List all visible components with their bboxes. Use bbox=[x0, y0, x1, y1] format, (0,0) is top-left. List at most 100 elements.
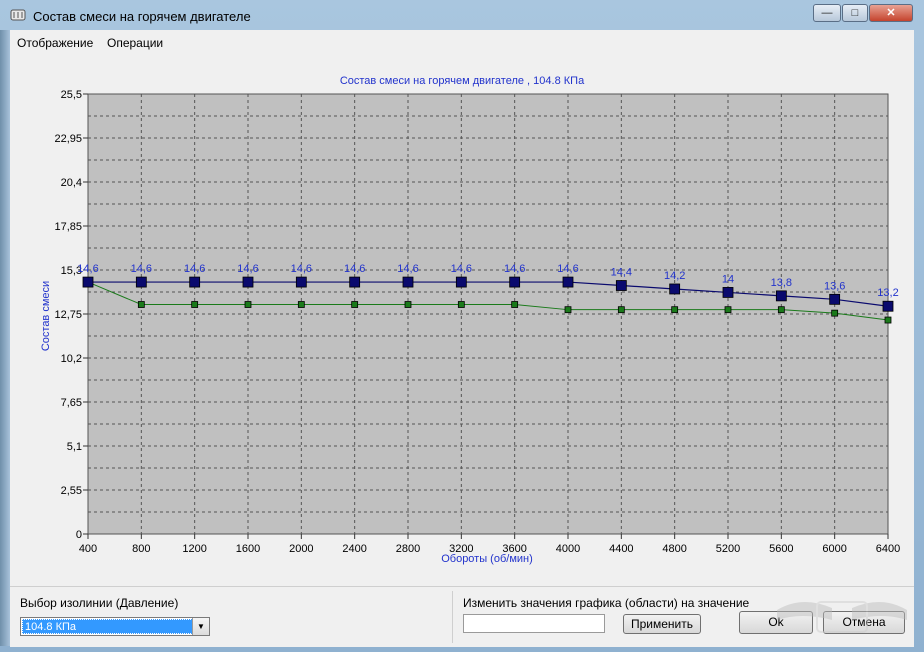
series-1-point[interactable] bbox=[135, 276, 147, 288]
data-label: 14,6 bbox=[557, 263, 578, 275]
desktop-edge bbox=[0, 30, 10, 646]
y-tick-label: 10,2 bbox=[61, 353, 82, 365]
menu-bar: Отображение Операции bbox=[10, 30, 914, 54]
minimize-button[interactable]: — bbox=[813, 4, 841, 22]
series-2-point[interactable] bbox=[564, 306, 572, 314]
data-label: 14,6 bbox=[291, 263, 312, 275]
isoline-label: Выбор изолинии (Давление) bbox=[20, 596, 179, 610]
series-2-point[interactable] bbox=[351, 301, 359, 308]
data-label: 14,4 bbox=[611, 267, 632, 279]
series-2-point[interactable] bbox=[457, 301, 465, 308]
data-label: 13,6 bbox=[824, 280, 845, 292]
data-label: 14,6 bbox=[77, 263, 98, 275]
gear-icon bbox=[10, 9, 26, 21]
data-label: 13,2 bbox=[877, 287, 898, 299]
x-tick-label: 4000 bbox=[556, 543, 580, 555]
y-tick-label: 25,5 bbox=[61, 89, 82, 101]
x-tick-label: 5600 bbox=[769, 543, 793, 555]
y-tick-label: 17,85 bbox=[54, 221, 82, 233]
series-2-point[interactable] bbox=[884, 316, 892, 324]
x-tick-label: 4800 bbox=[662, 543, 686, 555]
series-1-point[interactable] bbox=[562, 276, 574, 288]
x-tick-label: 3200 bbox=[449, 543, 473, 555]
series-1-point[interactable] bbox=[402, 276, 414, 288]
series-1-point[interactable] bbox=[349, 276, 361, 288]
series-1-point[interactable] bbox=[189, 276, 201, 288]
series-2-point[interactable] bbox=[617, 306, 625, 314]
series-2-point[interactable] bbox=[777, 306, 785, 314]
line-chart[interactable]: Состав смеси на горячем двигателе , 104.… bbox=[10, 56, 914, 586]
data-label: 14 bbox=[722, 273, 734, 285]
y-axis-ticks: 0 2,55 5,1 7,65 10,2 12,75 15,3 17,85 20,4 22,95 2… bbox=[54, 89, 88, 541]
series-2-point[interactable] bbox=[511, 301, 519, 308]
data-label: 14,6 bbox=[504, 263, 525, 275]
isoline-select[interactable]: 104.8 КПа ▼ bbox=[20, 617, 210, 636]
chart-area: Состав смеси на горячем двигателе , 104.… bbox=[10, 56, 914, 616]
x-axis-label: Обороты (об/мин) bbox=[441, 553, 533, 565]
grid bbox=[88, 94, 888, 534]
y-tick-label: 20,4 bbox=[61, 177, 82, 189]
apply-button[interactable]: Применить bbox=[623, 614, 701, 634]
x-tick-label: 2000 bbox=[289, 543, 313, 555]
chevron-down-icon[interactable]: ▼ bbox=[192, 618, 209, 635]
divider bbox=[452, 591, 453, 643]
x-tick-label: 4400 bbox=[609, 543, 633, 555]
series-1-point[interactable] bbox=[722, 287, 734, 298]
series-2-point[interactable] bbox=[191, 301, 199, 308]
data-label: 14,6 bbox=[451, 263, 472, 275]
series-1-point[interactable] bbox=[775, 290, 787, 302]
series-group: 14,6 14,6 14,6 14,6 14,6 14,6 14,6 14,6 14,6 14,6… bbox=[77, 263, 899, 324]
ok-button[interactable]: Ok bbox=[739, 611, 813, 634]
x-tick-label: 2800 bbox=[396, 543, 420, 555]
menu-display[interactable]: Отображение bbox=[17, 36, 94, 50]
series-2-point[interactable] bbox=[244, 301, 252, 308]
series-2-point[interactable] bbox=[297, 301, 305, 308]
menu-operations[interactable]: Операции bbox=[107, 36, 164, 50]
data-label: 14,6 bbox=[344, 263, 365, 275]
series-1-point[interactable] bbox=[615, 280, 627, 291]
title-bar[interactable]: Состав смеси на горячем двигателе — □ ✕ bbox=[0, 0, 924, 30]
series-2-line bbox=[87, 281, 889, 321]
client-area: Отображение Операции Состав смеси на гор… bbox=[10, 30, 914, 647]
series-2-point[interactable] bbox=[724, 306, 732, 314]
y-tick-label: 7,65 bbox=[61, 397, 82, 409]
y-tick-label: 0 bbox=[76, 529, 82, 541]
data-label: 14,6 bbox=[237, 263, 258, 275]
series-1-point[interactable] bbox=[242, 276, 254, 288]
series-1-point[interactable] bbox=[455, 276, 467, 288]
series-2-point[interactable] bbox=[671, 306, 679, 314]
x-tick-label: 1600 bbox=[236, 543, 260, 555]
x-tick-label: 1200 bbox=[182, 543, 206, 555]
data-label: 14,6 bbox=[131, 263, 152, 275]
series-2-point[interactable] bbox=[137, 301, 145, 308]
y-tick-label: 2,55 bbox=[61, 485, 82, 497]
cancel-button[interactable]: Отмена bbox=[823, 611, 905, 634]
data-label: 14,2 bbox=[664, 270, 685, 282]
x-tick-label: 400 bbox=[79, 543, 97, 555]
data-label: 13,8 bbox=[771, 277, 792, 289]
series-1-point[interactable] bbox=[829, 293, 841, 305]
series-1-point[interactable] bbox=[82, 276, 94, 288]
x-tick-label: 2400 bbox=[342, 543, 366, 555]
close-button[interactable]: ✕ bbox=[869, 4, 913, 22]
series-1-point[interactable] bbox=[669, 283, 681, 295]
x-axis-ticks: 400 800 1200 1600 2000 2400 2800 3200 3600 4000 44… bbox=[79, 534, 900, 555]
chart-title: Состав смеси на горячем двигателе , 104.… bbox=[340, 75, 585, 87]
series-1-point[interactable] bbox=[882, 300, 894, 312]
x-tick-label: 800 bbox=[132, 543, 150, 555]
maximize-button[interactable]: □ bbox=[842, 4, 868, 22]
series-1-line bbox=[88, 281, 889, 307]
x-tick-label: 5200 bbox=[716, 543, 740, 555]
series-2-point[interactable] bbox=[831, 309, 839, 317]
x-tick-label: 3600 bbox=[502, 543, 526, 555]
data-label: 14,6 bbox=[184, 263, 205, 275]
y-tick-label: 15,3 bbox=[61, 265, 82, 277]
series-1-point[interactable] bbox=[295, 276, 307, 288]
series-2-point[interactable] bbox=[404, 301, 412, 308]
series-1-point[interactable] bbox=[509, 276, 521, 288]
y-axis-label: Состав смеси bbox=[40, 281, 52, 351]
change-value-input[interactable] bbox=[463, 614, 605, 633]
y-tick-label: 5,1 bbox=[67, 441, 82, 453]
y-tick-label: 22,95 bbox=[54, 133, 82, 145]
